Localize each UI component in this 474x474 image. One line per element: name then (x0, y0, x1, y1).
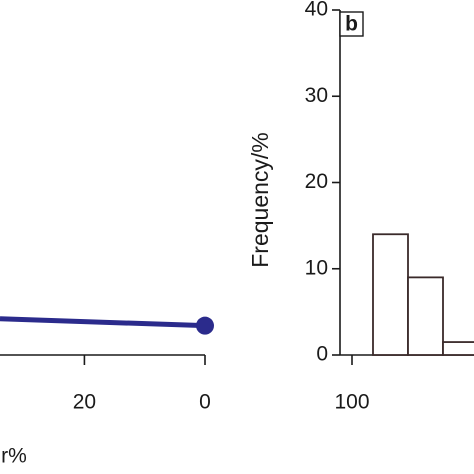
panel-label: b (345, 13, 358, 36)
y-tick-label: 30 (305, 84, 328, 107)
point (196, 316, 214, 335)
panel-label-box (339, 11, 364, 37)
y-tick-label: 10 (305, 256, 328, 279)
y-axis-label: Frequency/% (247, 132, 273, 268)
x-tick-label: 100 (334, 391, 369, 414)
x-tick-label: 20 (73, 391, 96, 414)
bar (442, 341, 474, 356)
y-tick-label: 0 (316, 343, 328, 366)
x-axis-label: r% (1, 445, 27, 468)
y-tick-label: 40 (305, 0, 328, 21)
x-tick-label: 0 (199, 391, 211, 414)
y-tick-label: 20 (305, 170, 328, 193)
bar (407, 276, 444, 356)
line (0, 316, 206, 329)
bar (372, 233, 409, 356)
